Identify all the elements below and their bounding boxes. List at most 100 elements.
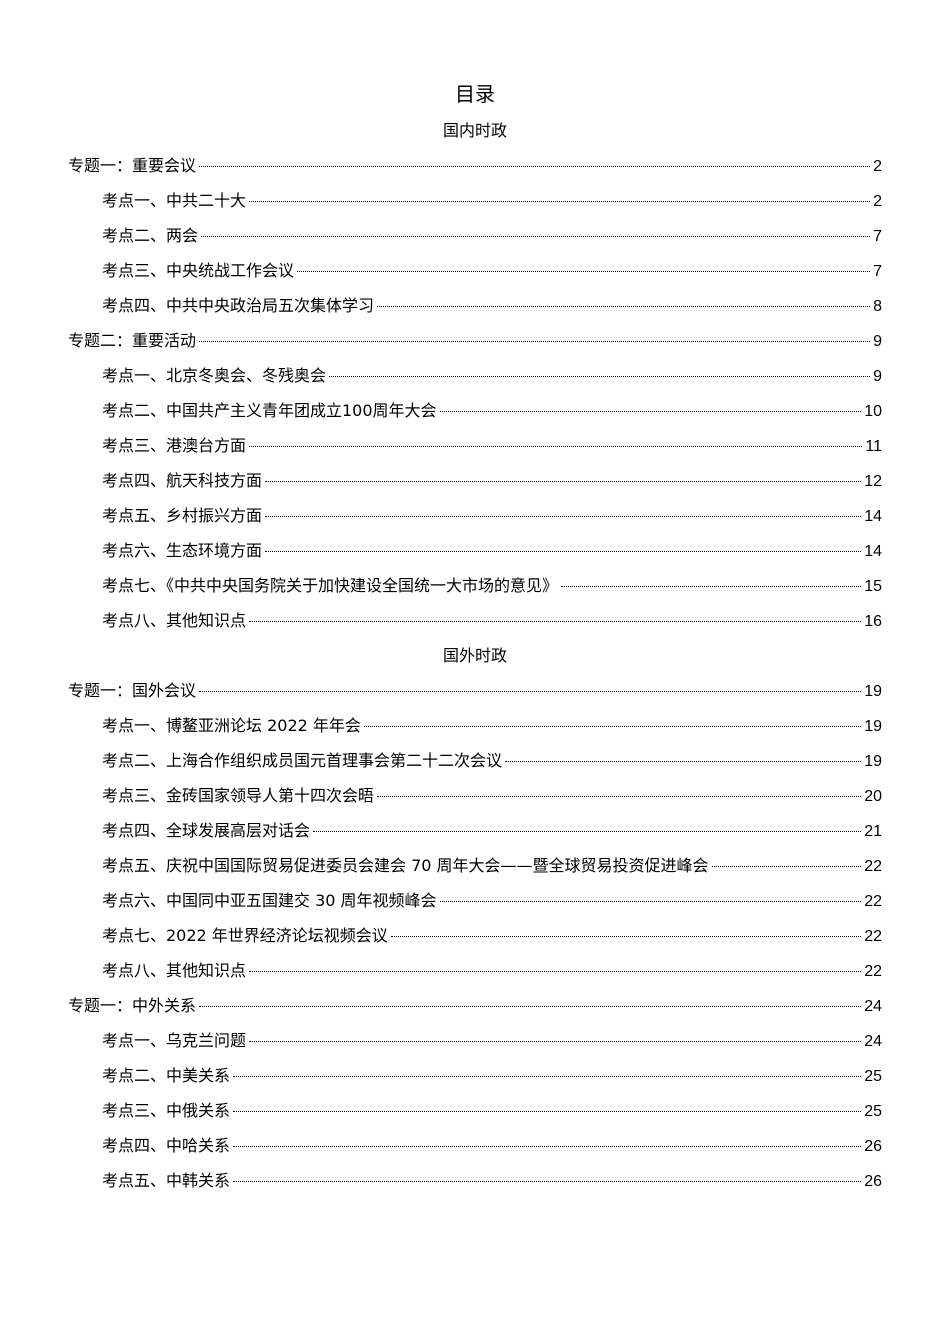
- entry-page-number: 22: [864, 963, 882, 980]
- entry-label: 考点四、全球发展高层对话会: [102, 821, 311, 840]
- entry-page-number: 22: [864, 858, 882, 875]
- entry-page-number: 26: [864, 1173, 882, 1190]
- dot-leader: [265, 516, 862, 517]
- entry-label: 考点七、《中共中央国务院关于加快建设全国统一大市场的意见》: [102, 576, 559, 595]
- entry-label: 考点四、中共中央政治局五次集体学习: [102, 296, 375, 315]
- table-of-contents: 目录 国内时政 专题一：重要会议 2 考点一、中共二十大 2 考点二、两会 7 考点三、中央统…: [68, 75, 882, 1198]
- dot-leader: [199, 1006, 862, 1007]
- entry-label: 考点四、中哈关系: [102, 1136, 231, 1155]
- toc-entry-point[interactable]: 考点三、港澳台方面 11: [68, 428, 882, 463]
- entry-page-number: 19: [864, 718, 882, 735]
- entry-label: 专题二：重要活动: [68, 331, 197, 350]
- entry-label: 考点二、中美关系: [102, 1066, 231, 1085]
- toc-entry-point[interactable]: 考点八、其他知识点 22: [68, 953, 882, 988]
- dot-leader: [199, 166, 871, 167]
- toc-entry-point[interactable]: 考点一、博鳌亚洲论坛 2022 年年会 19: [68, 708, 882, 743]
- toc-entry-point[interactable]: 考点一、乌克兰问题 24: [68, 1023, 882, 1058]
- entry-label: 考点一、中共二十大: [102, 191, 247, 210]
- toc-entry-point[interactable]: 考点六、生态环境方面 14: [68, 533, 882, 568]
- entry-page-number: 20: [864, 788, 882, 805]
- toc-entry-point[interactable]: 考点三、中俄关系 25: [68, 1093, 882, 1128]
- toc-entry-topic[interactable]: 专题一：国外会议 19: [68, 673, 882, 708]
- entry-label: 考点三、中央统战工作会议: [102, 261, 295, 280]
- entry-page-number: 8: [873, 298, 882, 315]
- entry-label: 考点五、庆祝中国国际贸易促进委员会建会 70 周年大会——暨全球贸易投资促进峰会: [102, 856, 709, 875]
- entry-label: 考点二、两会: [102, 226, 199, 245]
- entry-page-number: 26: [864, 1138, 882, 1155]
- toc-entry-point[interactable]: 考点二、中国共产主义青年团成立100周年大会 10: [68, 393, 882, 428]
- entry-label: 专题一：中外关系: [68, 996, 197, 1015]
- toc-entry-point[interactable]: 考点六、中国同中亚五国建交 30 周年视频峰会 22: [68, 883, 882, 918]
- dot-leader: [329, 376, 871, 377]
- dot-leader: [233, 1111, 862, 1112]
- dot-leader: [201, 236, 871, 237]
- entry-page-number: 16: [864, 613, 882, 630]
- toc-entry-point[interactable]: 考点一、中共二十大 2: [68, 183, 882, 218]
- toc-entry-topic[interactable]: 专题一：中外关系 24: [68, 988, 882, 1023]
- entry-page-number: 24: [864, 1033, 882, 1050]
- toc-entry-point[interactable]: 考点八、其他知识点 16: [68, 603, 882, 638]
- dot-leader: [265, 481, 862, 482]
- dot-leader: [377, 796, 862, 797]
- entry-page-number: 9: [873, 333, 882, 350]
- entry-page-number: 12: [864, 473, 882, 490]
- entry-label: 专题一：重要会议: [68, 156, 197, 175]
- entry-page-number: 24: [864, 998, 882, 1015]
- section-heading: 国外时政: [442, 646, 507, 665]
- toc-entry-point[interactable]: 考点二、上海合作组织成员国元首理事会第二十二次会议 19: [68, 743, 882, 778]
- dot-leader: [561, 586, 862, 587]
- toc-entry-point[interactable]: 考点五、庆祝中国国际贸易促进委员会建会 70 周年大会——暨全球贸易投资促进峰会…: [68, 848, 882, 883]
- toc-entry-point[interactable]: 考点四、中哈关系 26: [68, 1128, 882, 1163]
- toc-entry-point[interactable]: 考点四、全球发展高层对话会 21: [68, 813, 882, 848]
- dot-leader: [439, 901, 862, 902]
- dot-leader: [363, 726, 862, 727]
- entry-label: 考点一、乌克兰问题: [102, 1031, 247, 1050]
- entry-label: 考点二、中国共产主义青年团成立100周年大会: [102, 401, 437, 420]
- entry-page-number: 10: [864, 403, 882, 420]
- entry-label: 考点五、中韩关系: [102, 1171, 231, 1190]
- entry-label: 考点二、上海合作组织成员国元首理事会第二十二次会议: [102, 751, 503, 770]
- toc-entry-point[interactable]: 考点二、中美关系 25: [68, 1058, 882, 1093]
- dot-leader: [233, 1076, 862, 1077]
- entry-page-number: 22: [864, 928, 882, 945]
- entry-page-number: 25: [864, 1103, 882, 1120]
- dot-leader: [249, 201, 871, 202]
- entry-page-number: 11: [865, 438, 882, 455]
- entry-page-number: 19: [864, 753, 882, 770]
- entry-label: 考点五、乡村振兴方面: [102, 506, 263, 525]
- dot-leader: [233, 1146, 862, 1147]
- toc-entry-point[interactable]: 考点五、中韩关系 26: [68, 1163, 882, 1198]
- entry-page-number: 2: [873, 193, 882, 210]
- entry-label: 考点一、北京冬奥会、冬残奥会: [102, 366, 327, 385]
- dot-leader: [377, 306, 871, 307]
- entry-label: 考点一、博鳌亚洲论坛 2022 年年会: [102, 716, 361, 735]
- entry-label: 考点六、中国同中亚五国建交 30 周年视频峰会: [102, 891, 437, 910]
- toc-entry-point[interactable]: 考点三、中央统战工作会议 7: [68, 253, 882, 288]
- toc-entry-point[interactable]: 考点四、航天科技方面 12: [68, 463, 882, 498]
- toc-entry-point[interactable]: 考点七、《中共中央国务院关于加快建设全国统一大市场的意见》 15: [68, 568, 882, 603]
- toc-entry-point[interactable]: 考点七、2022 年世界经济论坛视频会议 22: [68, 918, 882, 953]
- dot-leader: [199, 341, 871, 342]
- toc-entry-point[interactable]: 考点五、乡村振兴方面 14: [68, 498, 882, 533]
- entry-label: 考点八、其他知识点: [102, 961, 247, 980]
- dot-leader: [249, 446, 863, 447]
- toc-entry-point[interactable]: 考点四、中共中央政治局五次集体学习 8: [68, 288, 882, 323]
- section-heading: 国内时政: [442, 121, 507, 140]
- entry-label: 考点三、港澳台方面: [102, 436, 247, 455]
- toc-entry-topic[interactable]: 专题二：重要活动 9: [68, 323, 882, 358]
- entry-page-number: 15: [864, 578, 882, 595]
- dot-leader: [439, 411, 862, 412]
- dot-leader: [297, 271, 871, 272]
- toc-entry-point[interactable]: 考点二、两会 7: [68, 218, 882, 253]
- entry-label: 考点八、其他知识点: [102, 611, 247, 630]
- dot-leader: [233, 1181, 862, 1182]
- entry-label: 考点六、生态环境方面: [102, 541, 263, 560]
- toc-entry-topic[interactable]: 专题一：重要会议 2: [68, 148, 882, 183]
- toc-sections: 国内时政 专题一：重要会议 2 考点一、中共二十大 2 考点二、两会 7 考点三、中央统战工作…: [68, 113, 882, 1198]
- toc-entry-point[interactable]: 考点一、北京冬奥会、冬残奥会 9: [68, 358, 882, 393]
- entry-page-number: 7: [873, 263, 882, 280]
- entry-page-number: 7: [873, 228, 882, 245]
- dot-leader: [249, 971, 862, 972]
- toc-entry-point[interactable]: 考点三、金砖国家领导人第十四次会晤 20: [68, 778, 882, 813]
- dot-leader: [390, 936, 862, 937]
